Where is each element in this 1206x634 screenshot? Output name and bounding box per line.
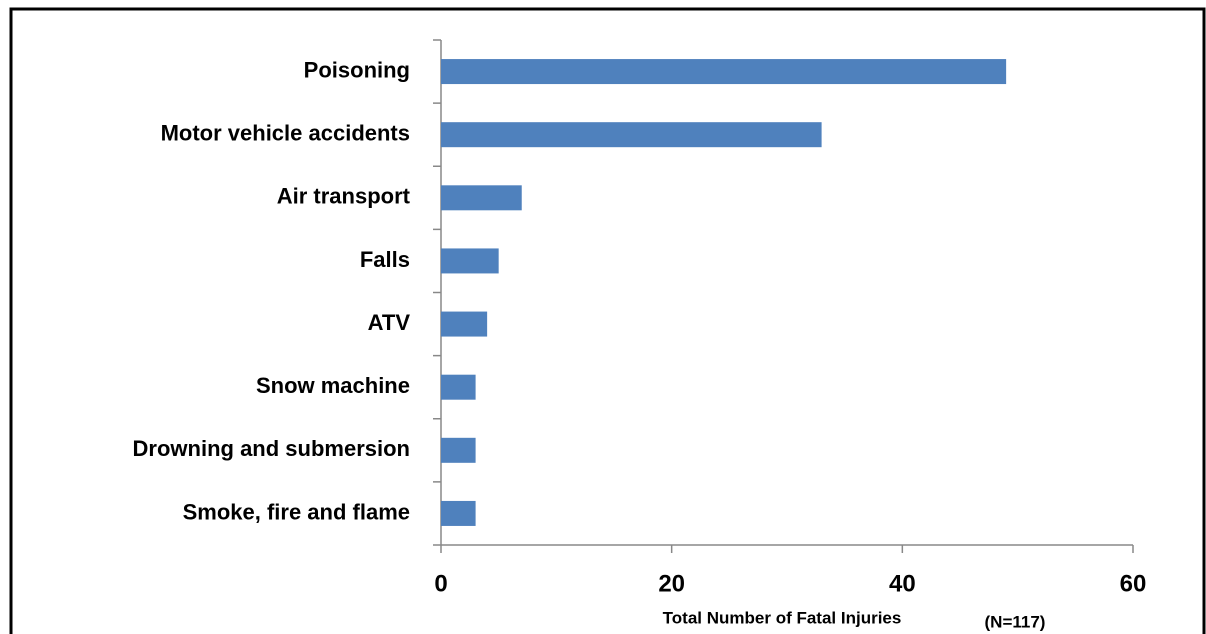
bar [441,311,488,337]
bar [441,248,499,274]
y-tick-label: Poisoning [304,57,410,82]
frame [9,7,1206,634]
annotation: (N=117) [985,612,1046,631]
bar [441,59,1007,85]
x-tick-label: 40 [889,570,916,597]
bar [441,122,822,148]
bar [441,374,476,400]
bar [441,185,522,211]
x-tick-label: 20 [658,570,685,597]
y-tick-label: Motor vehicle accidents [161,121,410,146]
y-tick-label: ATV [368,310,411,335]
y-tick-label: Drowning and submersion [133,436,410,461]
y-tick-label: Smoke, fire and flame [183,499,410,524]
x-tick-label: 60 [1120,570,1147,597]
y-tick-label: Falls [360,247,410,272]
y-tick-label: Snow machine [256,373,410,398]
x-tick-label: 0 [434,570,447,597]
bar [441,500,476,526]
bar [441,437,476,463]
y-tick-label: Air transport [277,184,411,209]
x-axis-label: Total Number of Fatal Injuries [663,608,902,627]
